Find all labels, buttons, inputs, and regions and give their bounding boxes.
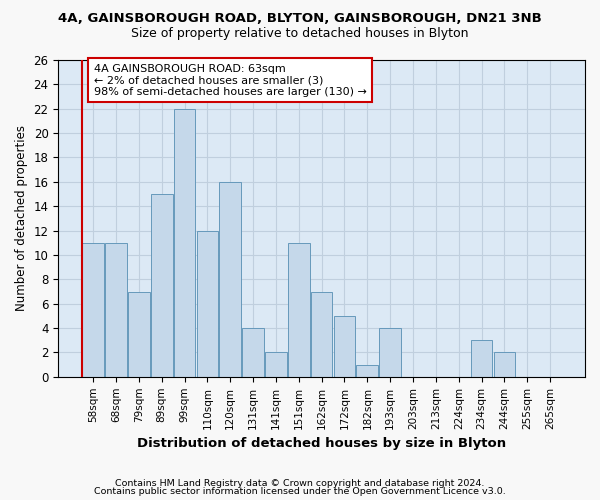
- Text: Contains HM Land Registry data © Crown copyright and database right 2024.: Contains HM Land Registry data © Crown c…: [115, 478, 485, 488]
- Bar: [334, 316, 355, 377]
- Bar: [356, 364, 378, 377]
- Y-axis label: Number of detached properties: Number of detached properties: [15, 126, 28, 312]
- Bar: [242, 328, 264, 377]
- Bar: [311, 292, 332, 377]
- Bar: [82, 243, 104, 377]
- Bar: [379, 328, 401, 377]
- Text: Size of property relative to detached houses in Blyton: Size of property relative to detached ho…: [131, 28, 469, 40]
- Bar: [197, 230, 218, 377]
- Bar: [173, 108, 196, 377]
- Bar: [288, 243, 310, 377]
- X-axis label: Distribution of detached houses by size in Blyton: Distribution of detached houses by size …: [137, 437, 506, 450]
- Bar: [105, 243, 127, 377]
- Bar: [471, 340, 493, 377]
- Text: Contains public sector information licensed under the Open Government Licence v3: Contains public sector information licen…: [94, 487, 506, 496]
- Bar: [220, 182, 241, 377]
- Text: 4A GAINSBOROUGH ROAD: 63sqm
← 2% of detached houses are smaller (3)
98% of semi-: 4A GAINSBOROUGH ROAD: 63sqm ← 2% of deta…: [94, 64, 367, 97]
- Text: 4A, GAINSBOROUGH ROAD, BLYTON, GAINSBOROUGH, DN21 3NB: 4A, GAINSBOROUGH ROAD, BLYTON, GAINSBORO…: [58, 12, 542, 26]
- Bar: [494, 352, 515, 377]
- Bar: [128, 292, 149, 377]
- Bar: [265, 352, 287, 377]
- Bar: [151, 194, 173, 377]
